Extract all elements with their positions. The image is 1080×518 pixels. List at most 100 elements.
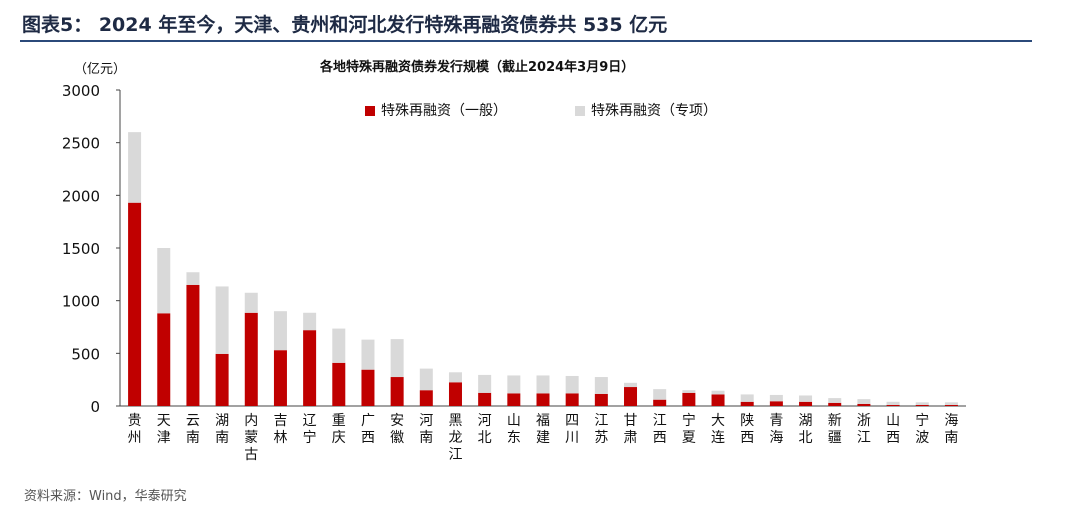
x-tick-label: 湖 [799,413,813,429]
y-tick-label: 2500 [62,135,100,153]
x-tick-label: 津 [157,430,171,446]
legend-label-special: 特殊再融资（专项） [591,103,717,119]
x-tick-label: 徽 [390,430,404,446]
bar-general [128,202,142,406]
bar-general [215,353,229,406]
x-tick-label: 河 [419,413,433,429]
bar-general [711,394,725,406]
x-tick-label: 南 [419,430,433,446]
x-tick-label: 西 [653,430,667,446]
bar-general [536,393,550,406]
legend-swatch-special [575,106,585,116]
x-tick-label: 建 [536,430,550,446]
bar-special [186,272,200,285]
bar-general [303,330,317,406]
x-tick-label: 安 [390,413,404,429]
x-tick-label: 广 [361,413,375,429]
bar-special [303,312,317,331]
bar-special [390,339,404,378]
bar-general [419,390,433,406]
bar-special [799,395,813,402]
x-tick-label: 河 [478,413,492,429]
x-tick-label: 川 [565,430,579,446]
bar-general [244,312,258,406]
x-tick-label: 疆 [828,430,842,446]
x-tick-label: 龙 [448,430,462,446]
legend-item-general: 特殊再融资（一般） [365,100,507,120]
bar-general [565,393,579,406]
y-tick-label: 1000 [62,293,100,311]
x-tick-label: 南 [186,430,200,446]
x-tick-label: 新 [828,413,842,429]
bar-special [478,374,492,393]
bar-general [653,399,667,406]
bar-general [478,392,492,406]
x-tick-label: 青 [769,413,783,429]
x-tick-label: 夏 [682,430,696,446]
y-tick-label: 500 [71,345,100,363]
bar-general [332,362,346,406]
x-tick-label: 吉 [273,413,287,429]
bar-general [186,284,200,406]
bar-special [332,328,346,363]
x-tick-label: 西 [361,430,375,446]
x-tick-label: 宁 [682,412,696,429]
bar-general [740,401,754,406]
bar-special [361,339,375,370]
bar-special [448,372,462,383]
source-note: 资料来源：Wind，华泰研究 [24,489,187,504]
x-tick-label: 宁 [915,412,929,429]
bar-special [536,375,550,394]
x-tick-label: 南 [215,430,229,446]
y-axis-label: （亿元） [74,62,127,77]
bar-general [390,377,404,406]
x-tick-label: 江 [594,413,608,429]
y-tick-label: 0 [90,398,100,416]
bar-general [507,393,521,406]
chart-title: 各地特殊再融资债券发行规模（截止2024年3月9日） [320,60,635,75]
bar-general [594,393,608,406]
y-tick-label: 3000 [62,82,100,100]
bar-general [624,387,638,406]
x-tick-label: 北 [799,430,813,446]
x-tick-label: 西 [740,430,754,446]
bar-general [769,401,783,406]
bar-special [128,132,142,203]
x-tick-label: 江 [653,413,667,429]
x-tick-label: 江 [448,447,462,463]
bar-special [565,375,579,394]
bar-special [507,375,521,394]
x-tick-label: 山 [507,413,521,429]
bar-special [419,368,433,391]
x-tick-label: 福 [536,413,550,429]
bar-special [711,390,725,395]
bar-special [273,311,287,351]
figure-title: 图表5： 2024 年至今，天津、贵州和河北发行特殊再融资债券共 535 亿元 [22,14,668,36]
bar-special [215,286,229,354]
x-tick-label: 云 [186,413,200,429]
x-tick-label: 海 [944,413,958,429]
x-tick-label: 海 [769,430,783,446]
bar-special [244,292,258,313]
x-tick-label: 湖 [215,413,229,429]
x-tick-label: 浙 [857,413,871,429]
y-tick-label: 1500 [62,240,100,258]
x-tick-label: 苏 [594,430,608,446]
x-tick-label: 山 [886,413,900,429]
bar-general [448,382,462,406]
bar-general [157,313,171,406]
x-tick-label: 庆 [332,430,346,446]
bar-general [361,369,375,406]
bar-special [769,394,783,402]
x-tick-label: 内 [244,413,258,429]
bar-special [653,389,667,400]
x-tick-label: 陕 [740,413,754,429]
x-tick-label: 连 [711,430,725,446]
bar-general [944,404,958,406]
x-tick-label: 江 [857,430,871,446]
bar-general [915,404,929,406]
x-tick-label: 天 [157,413,171,429]
x-tick-label: 贵 [128,413,142,429]
x-tick-label: 重 [332,413,346,429]
